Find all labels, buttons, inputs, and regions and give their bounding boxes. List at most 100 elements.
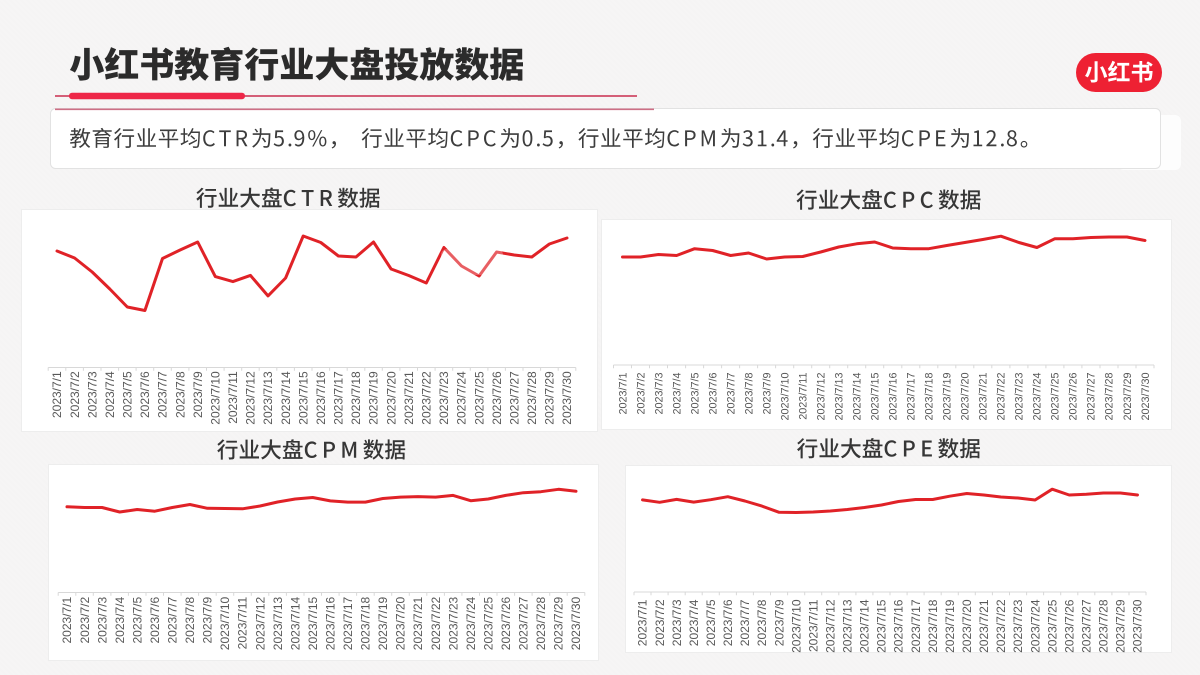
svg-text:2023/7/3: 2023/7/3 xyxy=(85,371,99,418)
svg-text:2023/7/3: 2023/7/3 xyxy=(670,599,684,646)
svg-text:2023/7/11: 2023/7/11 xyxy=(806,599,820,652)
svg-text:2023/7/19: 2023/7/19 xyxy=(942,373,954,421)
svg-text:2023/7/27: 2023/7/27 xyxy=(507,371,521,425)
svg-text:2023/7/13: 2023/7/13 xyxy=(841,599,855,653)
svg-text:2023/7/4: 2023/7/4 xyxy=(671,373,683,415)
svg-text:2023/7/6: 2023/7/6 xyxy=(721,599,735,646)
svg-text:2023/7/1: 2023/7/1 xyxy=(60,596,74,643)
svg-text:2023/7/28: 2023/7/28 xyxy=(1097,599,1111,653)
svg-text:2023/7/18: 2023/7/18 xyxy=(359,596,373,650)
svg-text:2023/7/28: 2023/7/28 xyxy=(525,371,539,425)
svg-text:2023/7/26: 2023/7/26 xyxy=(499,596,513,650)
svg-text:2023/7/5: 2023/7/5 xyxy=(689,373,701,415)
svg-text:2023/7/2: 2023/7/2 xyxy=(653,599,667,646)
svg-text:2023/7/18: 2023/7/18 xyxy=(349,371,363,425)
svg-text:2023/7/9: 2023/7/9 xyxy=(201,596,215,643)
svg-text:2023/7/30: 2023/7/30 xyxy=(1140,373,1152,421)
svg-text:2023/7/25: 2023/7/25 xyxy=(481,596,495,650)
svg-text:2023/7/8: 2023/7/8 xyxy=(755,599,769,646)
svg-text:2023/7/7: 2023/7/7 xyxy=(156,371,170,418)
svg-text:2023/7/14: 2023/7/14 xyxy=(852,373,864,421)
svg-text:2023/7/23: 2023/7/23 xyxy=(437,371,451,425)
svg-text:2023/7/17: 2023/7/17 xyxy=(906,373,918,421)
svg-text:2023/7/11: 2023/7/11 xyxy=(797,373,809,420)
svg-text:2023/7/27: 2023/7/27 xyxy=(1080,599,1094,653)
svg-text:2023/7/21: 2023/7/21 xyxy=(402,371,416,425)
svg-text:2023/7/14: 2023/7/14 xyxy=(288,596,302,650)
svg-text:2023/7/30: 2023/7/30 xyxy=(569,596,583,650)
svg-text:2023/7/5: 2023/7/5 xyxy=(704,599,718,646)
svg-text:2023/7/5: 2023/7/5 xyxy=(130,596,144,643)
svg-text:2023/7/29: 2023/7/29 xyxy=(1122,373,1134,421)
svg-text:2023/7/17: 2023/7/17 xyxy=(909,599,923,653)
svg-text:2023/7/8: 2023/7/8 xyxy=(173,371,187,418)
svg-text:2023/7/15: 2023/7/15 xyxy=(870,373,882,421)
svg-text:2023/7/29: 2023/7/29 xyxy=(552,596,566,650)
svg-text:2023/7/18: 2023/7/18 xyxy=(926,599,940,653)
svg-text:2023/7/4: 2023/7/4 xyxy=(103,371,117,418)
svg-text:2023/7/14: 2023/7/14 xyxy=(279,371,293,425)
svg-text:2023/7/7: 2023/7/7 xyxy=(166,596,180,643)
svg-text:2023/7/25: 2023/7/25 xyxy=(1045,599,1059,653)
svg-text:2023/7/9: 2023/7/9 xyxy=(191,371,205,418)
svg-text:2023/7/21: 2023/7/21 xyxy=(411,596,425,650)
svg-text:2023/7/23: 2023/7/23 xyxy=(446,596,460,650)
svg-text:2023/7/20: 2023/7/20 xyxy=(394,596,408,650)
svg-text:2023/7/16: 2023/7/16 xyxy=(314,371,328,425)
svg-text:2023/7/20: 2023/7/20 xyxy=(960,599,974,653)
svg-text:2023/7/19: 2023/7/19 xyxy=(943,599,957,653)
svg-text:2023/7/18: 2023/7/18 xyxy=(924,373,936,421)
svg-text:2023/7/4: 2023/7/4 xyxy=(113,596,127,643)
svg-text:2023/7/16: 2023/7/16 xyxy=(892,599,906,653)
svg-text:2023/7/19: 2023/7/19 xyxy=(367,371,381,425)
svg-text:2023/7/16: 2023/7/16 xyxy=(324,596,338,650)
svg-text:2023/7/24: 2023/7/24 xyxy=(1032,373,1044,421)
svg-text:2023/7/6: 2023/7/6 xyxy=(148,596,162,643)
svg-text:2023/7/13: 2023/7/13 xyxy=(271,596,285,650)
svg-text:2023/7/25: 2023/7/25 xyxy=(472,371,486,425)
svg-text:2023/7/16: 2023/7/16 xyxy=(888,373,900,421)
svg-text:2023/7/12: 2023/7/12 xyxy=(816,373,828,421)
svg-text:2023/7/10: 2023/7/10 xyxy=(209,371,223,425)
svg-text:2023/7/13: 2023/7/13 xyxy=(834,373,846,421)
svg-text:2023/7/12: 2023/7/12 xyxy=(244,371,258,425)
svg-text:2023/7/7: 2023/7/7 xyxy=(738,599,752,646)
svg-text:2023/7/1: 2023/7/1 xyxy=(617,373,629,415)
svg-text:2023/7/12: 2023/7/12 xyxy=(824,599,838,653)
svg-text:2023/7/26: 2023/7/26 xyxy=(1062,599,1076,653)
svg-text:2023/7/20: 2023/7/20 xyxy=(384,371,398,425)
svg-text:2023/7/7: 2023/7/7 xyxy=(725,373,737,415)
svg-text:2023/7/15: 2023/7/15 xyxy=(296,371,310,425)
svg-text:2023/7/1: 2023/7/1 xyxy=(636,599,650,646)
svg-text:2023/7/24: 2023/7/24 xyxy=(464,596,478,650)
svg-text:2023/7/21: 2023/7/21 xyxy=(977,599,991,653)
svg-text:2023/7/10: 2023/7/10 xyxy=(218,596,232,650)
svg-text:2023/7/17: 2023/7/17 xyxy=(341,596,355,650)
svg-text:2023/7/11: 2023/7/11 xyxy=(236,596,250,649)
svg-text:2023/7/8: 2023/7/8 xyxy=(183,596,197,643)
svg-text:2023/7/10: 2023/7/10 xyxy=(779,373,791,421)
svg-text:2023/7/3: 2023/7/3 xyxy=(653,373,665,415)
svg-text:2023/7/22: 2023/7/22 xyxy=(996,373,1008,421)
svg-text:2023/7/22: 2023/7/22 xyxy=(994,599,1008,653)
svg-text:2023/7/9: 2023/7/9 xyxy=(761,373,773,415)
svg-text:2023/7/13: 2023/7/13 xyxy=(261,371,275,425)
svg-text:2023/7/2: 2023/7/2 xyxy=(78,596,92,643)
svg-text:2023/7/20: 2023/7/20 xyxy=(960,373,972,421)
svg-text:2023/7/29: 2023/7/29 xyxy=(1114,599,1128,653)
svg-text:2023/7/22: 2023/7/22 xyxy=(420,371,434,425)
svg-text:2023/7/27: 2023/7/27 xyxy=(517,596,531,650)
svg-text:2023/7/30: 2023/7/30 xyxy=(560,371,574,425)
svg-text:2023/7/24: 2023/7/24 xyxy=(455,371,469,425)
svg-text:2023/7/6: 2023/7/6 xyxy=(138,371,152,418)
svg-text:2023/7/28: 2023/7/28 xyxy=(1104,373,1116,421)
svg-text:2023/7/10: 2023/7/10 xyxy=(789,599,803,653)
svg-text:2023/7/15: 2023/7/15 xyxy=(306,596,320,650)
svg-text:2023/7/2: 2023/7/2 xyxy=(635,373,647,415)
svg-text:2023/7/25: 2023/7/25 xyxy=(1050,373,1062,421)
svg-text:2023/7/29: 2023/7/29 xyxy=(543,371,557,425)
svg-text:2023/7/9: 2023/7/9 xyxy=(772,599,786,646)
svg-text:2023/7/17: 2023/7/17 xyxy=(332,371,346,425)
svg-text:2023/7/27: 2023/7/27 xyxy=(1086,373,1098,421)
svg-text:2023/7/26: 2023/7/26 xyxy=(1068,373,1080,421)
